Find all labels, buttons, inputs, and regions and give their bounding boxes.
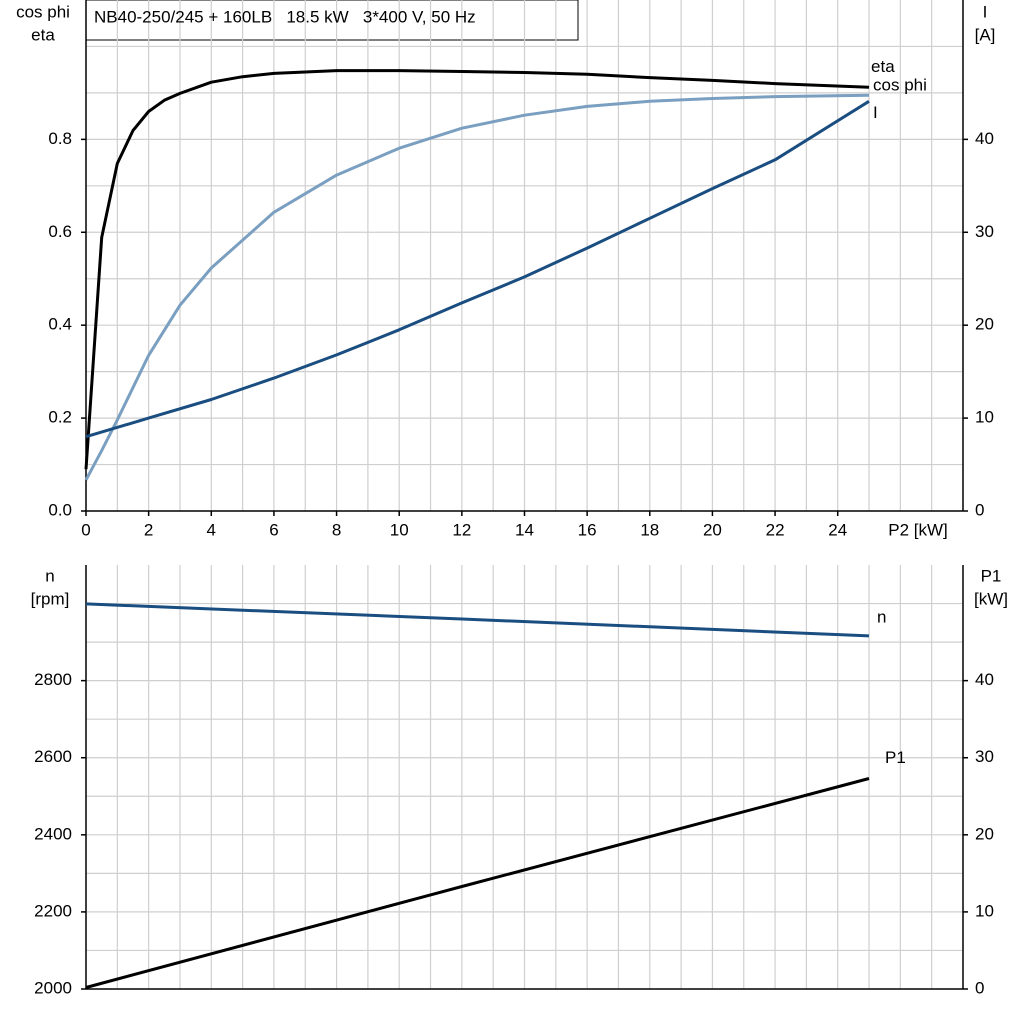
y2-axis-label: P1 [981,566,1002,585]
series-label: eta [871,57,895,76]
y2-tick-label: 30 [975,747,994,766]
y2-tick-label: 40 [975,129,994,148]
y-axis-label: eta [31,25,55,44]
y-axis-label: [rpm] [31,589,70,608]
series-line [85,602,870,638]
y2-tick-label: 20 [975,824,994,843]
x-tick-label: 2 [144,520,153,539]
y2-tick-label: 20 [975,315,994,334]
series-label: I [873,103,878,122]
title-box [85,0,579,41]
y-tick-label: 0.4 [48,315,72,334]
y2-tick-label: 40 [975,670,994,689]
x-tick-label: 6 [269,520,278,539]
x-axis-label: P2 [kW] [888,520,948,539]
y-tick-label: 0.2 [48,408,72,427]
x-tick-label: 18 [640,520,659,539]
y2-tick-label: 0 [975,500,984,519]
y-tick-label: 2000 [34,978,72,997]
x-tick-label: 16 [578,520,597,539]
series-label: n [877,607,886,626]
y-tick-label: 0.0 [48,500,72,519]
series-line [84,93,870,481]
y2-tick-label: 10 [975,408,994,427]
series-label: P1 [885,748,906,767]
y-tick-label: 0.6 [48,222,72,241]
y2-tick-label: 30 [975,222,994,241]
y2-tick-label: 10 [975,901,994,920]
y-tick-label: 2400 [34,824,72,843]
y-axis-label: cos phi [16,2,70,21]
y-axis-label: n [45,566,54,585]
x-tick-label: 22 [766,520,785,539]
x-tick-label: 14 [515,520,534,539]
x-tick-label: 20 [703,520,722,539]
y2-tick-label: 0 [975,978,984,997]
series-line [85,777,870,989]
y2-axis-label: I [983,2,988,21]
x-tick-label: 12 [452,520,471,539]
y-tick-label: 0.8 [48,129,72,148]
y-tick-label: 2800 [34,670,72,689]
y-tick-label: 2600 [34,747,72,766]
series-label: cos phi [873,76,927,95]
y-tick-label: 2200 [34,901,72,920]
x-tick-label: 4 [207,520,216,539]
x-tick-label: 0 [81,520,90,539]
series-line [84,69,870,470]
y2-axis-label: [kW] [974,589,1008,608]
x-tick-label: 10 [390,520,409,539]
series-line [85,100,870,439]
x-tick-label: 24 [828,520,847,539]
chart-title: NB40-250/245 + 160LB 18.5 kW 3*400 V, 50… [94,7,476,26]
y2-axis-label: [A] [975,25,996,44]
x-tick-label: 8 [332,520,341,539]
